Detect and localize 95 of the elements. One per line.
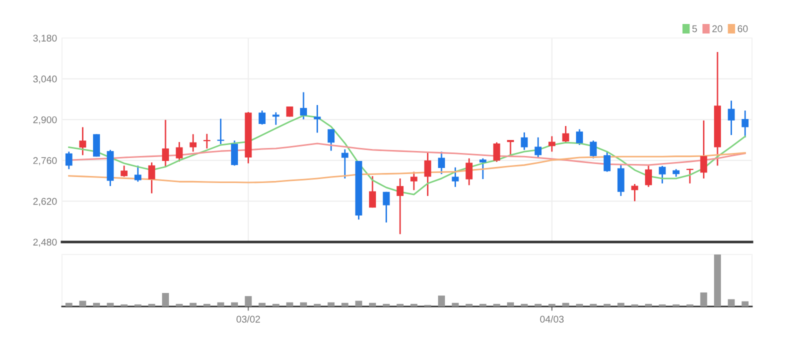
candlestick [410, 171, 418, 191]
candlestick [466, 158, 473, 186]
candlestick [328, 128, 335, 152]
candlestick [272, 112, 280, 126]
bar [162, 292, 169, 306]
candlestick [314, 104, 321, 134]
bar [106, 302, 114, 306]
bar [286, 302, 294, 306]
candlestick [396, 178, 404, 235]
bar [645, 304, 652, 306]
candlestick [520, 132, 528, 151]
bar [396, 304, 404, 306]
candlestick [438, 150, 445, 175]
candlestick [507, 139, 514, 157]
candlestick [728, 100, 735, 136]
candlestick [645, 164, 652, 188]
bar [355, 300, 362, 306]
y-tick-label: 2,760 [33, 157, 57, 166]
bar [520, 304, 528, 306]
bar [272, 304, 280, 306]
candlestick [369, 175, 376, 208]
candlestick [534, 136, 542, 158]
bar [604, 304, 611, 306]
bar [562, 302, 570, 306]
candlestick [79, 126, 86, 156]
bar [203, 304, 210, 306]
candlestick [562, 125, 570, 144]
bar [217, 302, 224, 306]
candlestick [658, 165, 666, 184]
candlestick [258, 110, 266, 126]
bar [244, 296, 252, 306]
candlestick [604, 150, 611, 172]
bar [231, 302, 238, 306]
y-tick-label: 2,620 [33, 198, 57, 206]
bar [714, 254, 721, 306]
candlestick [93, 133, 100, 158]
candlestick [65, 150, 72, 170]
bar [65, 302, 72, 306]
bar [700, 292, 708, 306]
bar [258, 302, 266, 306]
candlestick [742, 110, 749, 138]
bar [576, 304, 583, 306]
x-tick-label: 04/03 [540, 316, 564, 323]
bar [452, 302, 459, 306]
x-tick-label: 03/02 [236, 316, 260, 323]
bar [466, 304, 473, 306]
candlestick [231, 140, 238, 166]
legend-label: 60 [738, 25, 748, 32]
candlestick [134, 164, 142, 182]
candlestick [190, 133, 197, 152]
legend-label: 5 [692, 25, 697, 32]
bar [728, 299, 735, 306]
candlestick [162, 119, 169, 168]
bar [314, 304, 321, 306]
bar [742, 301, 749, 306]
candlestick [148, 162, 156, 194]
candlestick [452, 166, 459, 188]
bar [79, 300, 86, 306]
bar [410, 304, 418, 306]
bar [341, 302, 348, 306]
candlestick [548, 136, 556, 152]
candlestick [382, 191, 390, 224]
bar [369, 302, 376, 306]
bar [479, 304, 486, 306]
bar [548, 304, 556, 306]
candlestick [341, 148, 348, 180]
y-tick-label: 2,480 [33, 238, 57, 247]
candlestick [493, 142, 500, 163]
y-tick-label: 3,040 [33, 76, 57, 84]
bar [534, 304, 542, 306]
bar [176, 304, 183, 306]
candlestick [700, 120, 708, 180]
candlestick [176, 141, 183, 162]
candlestick [300, 92, 307, 120]
legend-label: 20 [712, 25, 722, 32]
bar [617, 302, 624, 306]
bar [300, 302, 307, 306]
bar [382, 304, 390, 306]
bar [507, 302, 514, 306]
candlestick [617, 164, 624, 197]
candlestick [576, 128, 583, 146]
y-tick-label: 3,180 [33, 34, 57, 43]
bar [438, 296, 445, 306]
y-tick-label: 2,900 [33, 116, 57, 124]
bar [93, 302, 100, 306]
bar [493, 304, 500, 306]
candlestick [217, 118, 224, 145]
bar [190, 302, 197, 306]
bar [148, 304, 156, 306]
candlestick [120, 164, 128, 178]
bar [590, 304, 597, 306]
candlestick [590, 140, 597, 160]
bar [328, 302, 335, 306]
candlestick [479, 158, 486, 180]
candlestick [424, 150, 432, 197]
